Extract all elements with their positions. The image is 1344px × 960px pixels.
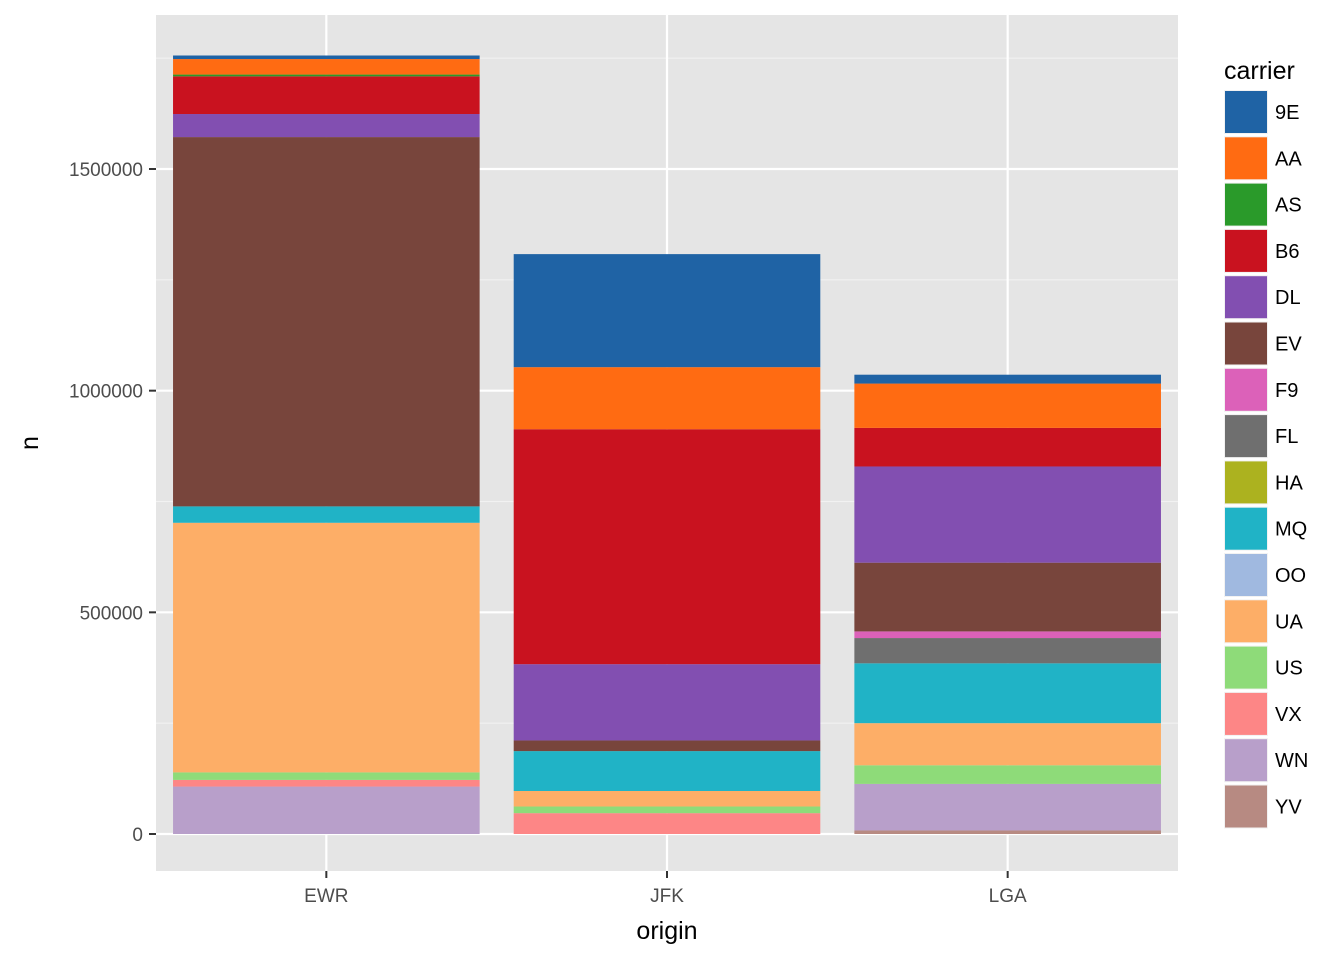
x-axis-title: origin xyxy=(636,917,697,945)
legend-swatch-yv xyxy=(1225,785,1267,828)
bar-ewr-ev xyxy=(173,137,480,507)
bar-lga-b6 xyxy=(854,427,1161,467)
legend-swatch-b6 xyxy=(1225,229,1267,272)
bar-lga-us xyxy=(854,765,1161,784)
bar-jfk-mq xyxy=(513,751,821,791)
legend-label-fl: FL xyxy=(1275,426,1298,448)
y-tick-label: 1000000 xyxy=(69,382,143,403)
legend-label-f9: F9 xyxy=(1275,380,1298,402)
bar-lga-mq xyxy=(854,663,1161,724)
legend-label-as: AS xyxy=(1275,195,1302,217)
x-tick-label: LGA xyxy=(989,886,1027,907)
y-axis-title: n xyxy=(16,436,44,450)
legend-label-dl: DL xyxy=(1275,287,1301,309)
legend-label-9e: 9E xyxy=(1275,102,1299,124)
legend-label-ev: EV xyxy=(1275,334,1302,356)
bar-lga-fl xyxy=(854,638,1161,664)
bar-lga-9e xyxy=(854,374,1161,384)
bars xyxy=(173,55,1161,834)
bar-jfk-dl xyxy=(513,664,821,741)
y-tick-label: 500000 xyxy=(80,603,143,624)
bar-lga-ev xyxy=(854,562,1161,632)
legend-swatch-dl xyxy=(1225,276,1267,319)
legend-swatch-as xyxy=(1225,183,1267,226)
legend-label-ua: UA xyxy=(1275,611,1303,633)
legend-swatch-fl xyxy=(1225,415,1267,458)
legend-label-oo: OO xyxy=(1275,565,1306,587)
bar-ewr-aa xyxy=(173,59,480,75)
bar-ewr-vx xyxy=(173,779,480,787)
legend-label-mq: MQ xyxy=(1275,519,1307,541)
bar-ewr-b6 xyxy=(173,76,480,115)
y-tick-label: 1500000 xyxy=(69,160,143,181)
legend-swatch-us xyxy=(1225,646,1267,689)
legend-swatch-vx xyxy=(1225,692,1267,735)
legend-label-b6: B6 xyxy=(1275,241,1299,263)
legend-swatch-wn xyxy=(1225,739,1267,782)
y-axis: 0 500000 1000000 1500000 xyxy=(69,160,156,846)
bar-ewr-mq xyxy=(173,506,480,523)
legend-label-yv: YV xyxy=(1275,797,1302,819)
legend-swatch-mq xyxy=(1225,507,1267,550)
bar-ewr-us xyxy=(173,772,480,780)
legend-swatch-aa xyxy=(1225,137,1267,180)
bar-lga-dl xyxy=(854,466,1161,563)
legend-label-wn: WN xyxy=(1275,750,1308,772)
y-tick-label: 0 xyxy=(132,825,143,846)
bar-ewr-wn xyxy=(173,786,480,834)
bar-lga-wn xyxy=(854,783,1161,831)
bar-ewr-ua xyxy=(173,522,480,773)
bar-jfk-aa xyxy=(513,367,821,430)
legend-label-vx: VX xyxy=(1275,704,1302,726)
bar-jfk-b6 xyxy=(513,429,821,665)
x-tick-label: EWR xyxy=(304,886,348,907)
bar-lga-ua xyxy=(854,723,1161,766)
bar-jfk-vx xyxy=(513,813,821,834)
bar-lga-aa xyxy=(854,383,1161,428)
legend-label-ha: HA xyxy=(1275,472,1303,494)
legend-label-us: US xyxy=(1275,658,1303,680)
bar-ewr-dl xyxy=(173,114,480,138)
legend-title: carrier xyxy=(1224,57,1295,85)
legend-swatch-ua xyxy=(1225,600,1267,643)
bar-ewr-9e xyxy=(173,55,480,60)
legend-swatch-ha xyxy=(1225,461,1267,504)
bar-jfk-ev xyxy=(513,740,821,752)
legend-swatch-9e xyxy=(1225,91,1267,133)
bar-ewr-as xyxy=(173,74,480,77)
bar-jfk-ua xyxy=(513,790,821,807)
legend-swatch-ev xyxy=(1225,322,1267,365)
bar-lga-yv xyxy=(854,830,1161,834)
legend: carrier 9E AA AS B6 DL EV F9 FL HA MQ OO UA US VX WN YV xyxy=(1224,57,1308,829)
bar-lga-f9 xyxy=(854,631,1161,639)
legend-swatch-f9 xyxy=(1225,368,1267,411)
bar-jfk-9e xyxy=(513,254,821,368)
legend-swatch-oo xyxy=(1225,554,1267,596)
x-tick-label: JFK xyxy=(650,886,684,907)
legend-label-aa: AA xyxy=(1275,148,1302,170)
x-axis: EWR JFK LGA xyxy=(304,871,1027,907)
bar-jfk-us xyxy=(513,806,821,814)
